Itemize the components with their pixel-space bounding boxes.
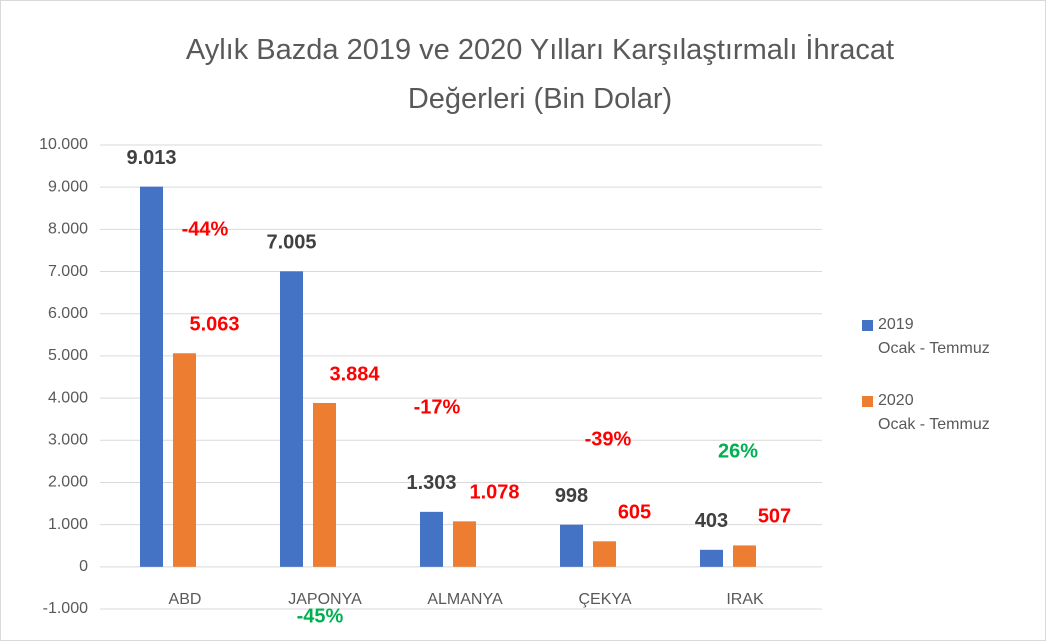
annotation: -17% — [414, 396, 461, 418]
value-label: 1.078 — [469, 482, 519, 504]
x-tick-label: ABD — [169, 591, 202, 608]
legend-entry: 2020 Ocak - Temmuz — [862, 389, 990, 437]
y-tick-label: 3.000 — [48, 431, 88, 448]
legend-swatch — [862, 396, 873, 407]
y-tick-label: 9.000 — [48, 178, 88, 195]
value-label: 9.013 — [126, 147, 176, 169]
bar — [560, 524, 583, 567]
y-tick-label: 1.000 — [48, 516, 88, 533]
value-label: 1.303 — [406, 472, 456, 494]
value-label: 7.005 — [266, 232, 316, 254]
legend-swatch — [862, 320, 873, 331]
x-tick-label: IRAK — [726, 591, 764, 608]
bar — [733, 545, 756, 567]
y-tick-label: 4.000 — [48, 389, 88, 406]
y-tick-label: -1.000 — [43, 600, 88, 617]
value-label: 403 — [695, 510, 728, 532]
y-tick-label: 5.000 — [48, 347, 88, 364]
y-tick-label: 7.000 — [48, 263, 88, 280]
value-label: 507 — [758, 506, 791, 528]
value-label: 605 — [618, 502, 651, 524]
legend-label: 2019 Ocak - Temmuz — [878, 316, 990, 357]
value-label: 998 — [555, 485, 588, 507]
bar — [140, 186, 163, 567]
x-tick-label: ÇEKYA — [578, 591, 631, 608]
bar — [420, 511, 443, 567]
bar — [593, 541, 616, 567]
x-tick-label: JAPONYA — [288, 591, 362, 608]
annotation: -45% — [297, 605, 344, 627]
annotation: -44% — [182, 218, 229, 240]
y-tick-label: 2.000 — [48, 474, 88, 491]
bar — [313, 402, 336, 567]
bar — [453, 521, 476, 567]
y-tick-label: 6.000 — [48, 305, 88, 322]
annotation: 26% — [718, 440, 758, 462]
chart-title: Aylık Bazda 2019 ve 2020 Yılları Karşıla… — [185, 34, 895, 115]
legend-entry: 2019 Ocak - Temmuz — [862, 313, 990, 361]
legend-label: 2020 Ocak - Temmuz — [878, 392, 990, 433]
value-label: 5.063 — [189, 314, 239, 336]
y-tick-label: 10.000 — [39, 136, 88, 153]
y-tick-label: 8.000 — [48, 221, 88, 238]
bar — [280, 271, 303, 567]
bar — [173, 353, 196, 567]
x-tick-label: ALMANYA — [427, 591, 503, 608]
y-tick-label: 0 — [79, 558, 88, 575]
annotation: -39% — [585, 428, 632, 450]
value-label: 3.884 — [329, 363, 380, 385]
bar — [700, 549, 723, 567]
